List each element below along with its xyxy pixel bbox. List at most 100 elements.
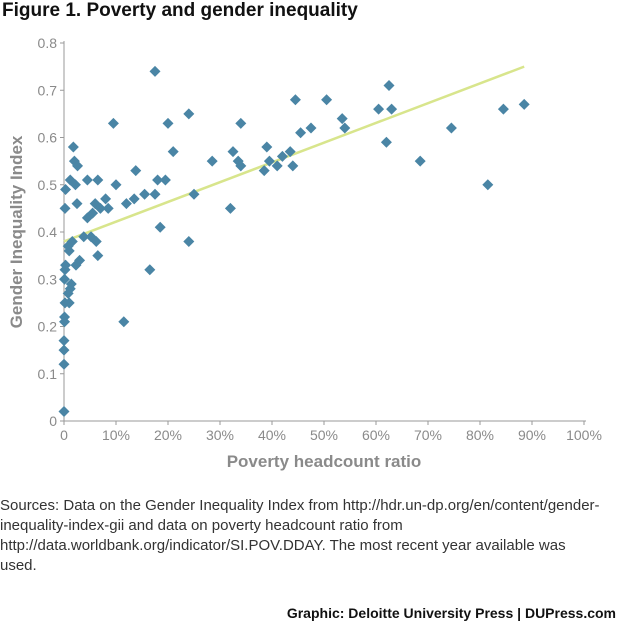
data-point	[287, 160, 299, 172]
x-tick-label: 20%	[154, 427, 182, 443]
y-tick-label: 0.4	[38, 224, 58, 240]
figure-title: Figure 1. Poverty and gender inequality	[2, 0, 358, 21]
data-point	[183, 235, 195, 247]
data-point	[276, 150, 288, 162]
y-tick-label: 0.6	[38, 130, 58, 146]
data-point	[60, 259, 72, 271]
data-point	[92, 250, 104, 262]
data-point	[139, 188, 151, 200]
x-tick-label: 100%	[566, 427, 602, 443]
data-point	[380, 136, 392, 148]
y-axis-label: Gender Inequality Index	[7, 135, 26, 328]
data-point	[100, 193, 112, 205]
data-point	[258, 165, 270, 177]
data-point	[227, 146, 239, 158]
y-tick-label: 0	[49, 413, 57, 429]
credit-line: Graphic: Deloitte University Press | DUP…	[286, 605, 616, 621]
x-tick-label: 10%	[102, 427, 130, 443]
y-tick-label: 0.3	[38, 271, 58, 287]
x-tick-label: 80%	[466, 427, 494, 443]
data-point	[235, 160, 247, 172]
data-point	[128, 193, 140, 205]
data-point	[152, 174, 164, 186]
data-point	[102, 202, 114, 214]
data-point	[482, 179, 494, 191]
scatter-chart: 0 10% 20% 30% 40% 50% 60% 70% 80% 90% 100% 0 0.1 0.2 0…	[7, 35, 602, 471]
data-point	[110, 179, 122, 191]
data-point	[373, 103, 385, 115]
data-point	[518, 98, 530, 110]
data-point	[497, 103, 509, 115]
chart-axes	[60, 41, 586, 425]
trendline-layer	[63, 65, 525, 243]
data-point	[92, 174, 104, 186]
data-point	[263, 155, 275, 167]
data-point	[167, 146, 179, 158]
y-tick-label: 0.2	[38, 319, 58, 335]
data-point	[65, 278, 77, 290]
data-point	[72, 160, 84, 172]
data-point	[271, 160, 283, 172]
data-point	[71, 198, 83, 210]
data-point	[87, 207, 99, 219]
data-point	[305, 122, 317, 134]
data-point	[144, 264, 156, 276]
data-point	[58, 335, 70, 347]
x-tick-label: 70%	[414, 427, 442, 443]
data-points	[58, 65, 530, 418]
x-axis-label: Poverty headcount ratio	[227, 452, 422, 471]
data-point	[118, 316, 130, 328]
data-point	[206, 155, 218, 167]
data-point	[284, 146, 296, 158]
data-point	[78, 231, 90, 243]
x-tick-label: 90%	[518, 427, 546, 443]
x-tick-label: 60%	[362, 427, 390, 443]
sources-note: Sources: Data on the Gender Inequality I…	[0, 497, 600, 574]
data-point	[90, 235, 102, 247]
y-tick-label: 0.5	[38, 177, 58, 193]
data-point	[445, 122, 457, 134]
data-point	[63, 245, 75, 257]
data-point	[188, 188, 200, 200]
x-tick-label: 30%	[206, 427, 234, 443]
data-point	[149, 188, 161, 200]
x-tick-label: 0	[60, 427, 68, 443]
data-point	[149, 65, 161, 77]
data-point	[162, 117, 174, 129]
data-point	[295, 127, 307, 139]
data-point	[107, 117, 119, 129]
data-point	[130, 165, 142, 177]
trendline	[63, 65, 525, 243]
data-point	[154, 221, 166, 233]
data-point	[94, 202, 106, 214]
data-point	[58, 358, 70, 370]
data-point	[159, 174, 171, 186]
x-tick-label: 40%	[258, 427, 286, 443]
data-point	[59, 273, 71, 285]
data-point	[289, 94, 301, 106]
data-point	[261, 141, 273, 153]
data-point	[81, 174, 93, 186]
data-point	[59, 311, 71, 323]
data-point	[67, 141, 79, 153]
tick-labels: 0 10% 20% 30% 40% 50% 60% 70% 80% 90% 100% 0 0.1 0.2 0…	[38, 35, 602, 443]
y-tick-label: 0.1	[38, 366, 58, 382]
data-point	[414, 155, 426, 167]
data-point	[120, 198, 132, 210]
y-tick-label: 0.8	[38, 35, 58, 51]
y-tick-label: 0.7	[38, 82, 58, 98]
data-point	[386, 103, 398, 115]
data-point	[59, 202, 71, 214]
data-point	[58, 344, 70, 356]
x-tick-label: 50%	[310, 427, 338, 443]
data-point	[339, 122, 351, 134]
data-point	[60, 183, 72, 195]
data-point	[383, 80, 395, 92]
data-point	[58, 406, 70, 418]
data-point	[183, 108, 195, 120]
data-point	[74, 254, 86, 266]
data-point	[63, 297, 75, 309]
data-point	[69, 179, 81, 191]
data-point	[224, 202, 236, 214]
data-point	[235, 117, 247, 129]
